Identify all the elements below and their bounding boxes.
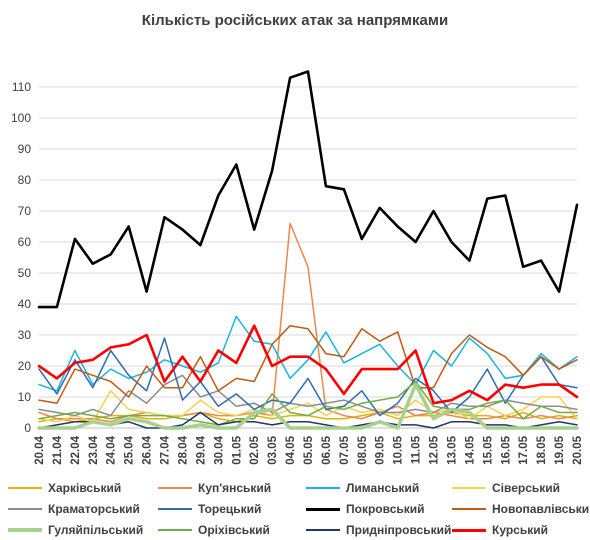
legend-item: Харківський	[8, 480, 121, 496]
series-lines	[37, 70, 579, 430]
legend-swatch	[158, 487, 192, 489]
series-line-12	[37, 324, 579, 405]
legend-swatch	[8, 508, 42, 510]
series-line-10	[38, 380, 578, 426]
x-tick-label: 22.04	[70, 435, 82, 464]
legend-item: Куп'янський	[158, 480, 271, 496]
x-tick-label: 10.05	[393, 435, 405, 464]
legend-item: Сіверський	[452, 480, 560, 496]
series-line-5	[38, 374, 578, 417]
legend-swatch	[306, 487, 340, 489]
x-tick-label: 25.04	[124, 435, 136, 464]
legend-label: Харківський	[48, 481, 122, 495]
legend-label: Придніпровський	[346, 523, 452, 537]
legend-swatch	[8, 487, 42, 489]
x-tick-label: 04.05	[285, 435, 297, 464]
legend-swatch	[452, 487, 486, 489]
legend-label: Лиманський	[346, 481, 420, 495]
legend-item: Оріхівський	[158, 522, 270, 538]
x-tick-label: 20.05	[572, 435, 584, 464]
y-tick-label: 70	[18, 204, 32, 218]
legend-label: Куп'янський	[198, 481, 272, 495]
legend-label: Торецький	[198, 502, 262, 516]
legend-label: Краматорський	[48, 502, 140, 516]
x-tick-label: 11.05	[411, 435, 423, 464]
y-tick-label: 0	[24, 421, 31, 435]
legend-swatch	[306, 507, 340, 511]
y-tick-label: 30	[18, 328, 32, 342]
y-tick-label: 100	[11, 111, 31, 125]
y-tick-label: 80	[18, 173, 32, 187]
y-tick-label: 10	[18, 390, 32, 404]
legend-swatch	[158, 529, 192, 531]
x-tick-label: 24.04	[106, 435, 118, 464]
y-tick-label: 50	[18, 266, 32, 280]
legend-item: Торецький	[158, 501, 261, 517]
legend-label: Покровський	[346, 502, 425, 516]
legend-label: Курський	[492, 523, 548, 537]
x-tick-label: 08.05	[357, 435, 369, 464]
legend-item: Придніпровський	[306, 522, 451, 538]
line-chart: 0 10 20 30 40 50 60 70 80 90 100 110 20.04 21.04 22.0…	[11, 70, 584, 465]
legend-label: Новопавлівський	[492, 502, 590, 516]
x-tick-label: 23.04	[88, 435, 100, 464]
series-line-7	[37, 70, 579, 309]
gridlines	[39, 86, 577, 429]
x-tick-label: 07.05	[339, 435, 351, 464]
legend-swatch	[452, 528, 486, 532]
x-tick-label: 05.05	[303, 435, 315, 464]
y-tick-label: 60	[18, 235, 32, 249]
y-tick-label: 20	[18, 359, 32, 373]
x-axis-ticks: 20.04 21.04 22.04 23.04 24.04 25.04 26.04 27.04…	[34, 435, 584, 464]
series-line-8	[38, 324, 578, 404]
x-tick-label: 27.04	[160, 435, 172, 464]
legend-label: Оріхівський	[198, 523, 270, 537]
x-tick-label: 20.04	[34, 435, 46, 464]
x-tick-label: 02.05	[249, 435, 261, 464]
x-tick-label: 13.05	[446, 435, 458, 464]
chart-title: Кількість російських атак за напрямками	[141, 12, 449, 29]
x-tick-label: 03.05	[267, 435, 279, 464]
x-tick-label: 16.05	[500, 435, 512, 464]
x-tick-label: 18.05	[536, 435, 548, 464]
x-tick-label: 21.04	[52, 435, 64, 464]
series-line-6	[38, 337, 578, 417]
legend-swatch	[8, 528, 42, 532]
x-tick-label: 17.05	[518, 435, 530, 464]
x-tick-label: 12.05	[429, 435, 441, 464]
legend-swatch	[306, 529, 340, 531]
legend-item: Курський	[452, 522, 548, 538]
x-tick-label: 26.04	[142, 435, 154, 464]
x-tick-label: 06.05	[321, 435, 333, 464]
legend-item: Новопавлівський	[452, 501, 590, 517]
series-line-9	[37, 382, 579, 430]
y-tick-label: 40	[18, 297, 32, 311]
legend-item: Краматорський	[8, 501, 140, 517]
legend-item: Лиманський	[306, 480, 419, 496]
legend-swatch	[452, 508, 486, 510]
legend-swatch	[158, 508, 192, 510]
legend-item: Гуляйпільський	[8, 522, 143, 538]
x-tick-label: 14.05	[464, 435, 476, 464]
legend-label: Сіверський	[492, 481, 561, 495]
legend-label: Гуляйпільський	[48, 523, 144, 537]
x-tick-label: 09.05	[375, 435, 387, 464]
x-tick-label: 19.05	[554, 435, 566, 464]
y-tick-label: 90	[18, 142, 32, 156]
x-tick-label: 01.05	[231, 435, 243, 464]
x-tick-label: 30.04	[213, 435, 225, 464]
series-line-11	[38, 411, 578, 429]
legend-item: Покровський	[306, 501, 425, 517]
y-axis-ticks: 0 10 20 30 40 50 60 70 80 90 100 110	[11, 80, 31, 435]
y-tick-label: 110	[12, 80, 31, 94]
x-tick-label: 15.05	[482, 435, 494, 464]
x-tick-label: 29.04	[195, 435, 207, 464]
series-line-3	[38, 315, 578, 392]
x-tick-label: 28.04	[177, 435, 189, 464]
